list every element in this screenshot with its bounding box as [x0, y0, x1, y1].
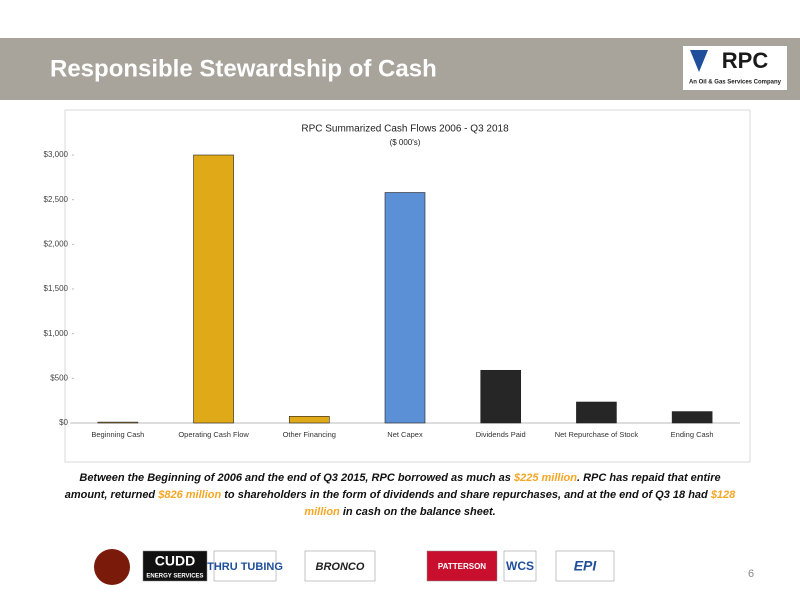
bar [576, 401, 617, 424]
bar [288, 415, 330, 424]
chart-frame [64, 109, 751, 463]
x-tick-label: Dividends Paid [476, 430, 526, 439]
logo-text: THRU TUBING [207, 561, 283, 573]
logo-text: ENERGY SERVICES [146, 574, 203, 580]
x-tick-label: Net Repurchase of Stock [555, 430, 639, 439]
y-tick-label: $500 [50, 373, 68, 382]
logo-box [555, 550, 615, 582]
x-tick-label: Other Financing [283, 430, 336, 439]
logo-text: EPI [574, 558, 598, 574]
bar [480, 369, 522, 424]
logo-box [304, 550, 376, 582]
logo-box [142, 550, 208, 582]
chart-title: RPC Summarized Cash Flows 2006 - Q3 2018 [301, 124, 509, 135]
logo-text: CUDD [155, 553, 195, 569]
logo-name: RPC [722, 48, 769, 73]
caption-text: . RPC has repaid that entire amount, ret… [64, 472, 721, 501]
logo-box [426, 550, 498, 582]
logo-text: WCS [506, 559, 534, 573]
bar [193, 154, 234, 424]
header-bar [0, 38, 800, 100]
y-tick-label: $1,500 [44, 284, 69, 293]
bar [384, 192, 426, 424]
y-tick-label: $2,000 [44, 239, 69, 248]
chart-subtitle: ($ 000's) [390, 138, 421, 147]
x-tick-label: Beginning Cash [91, 430, 144, 439]
x-tick-label: Ending Cash [671, 430, 714, 439]
x-tick-label: Net Capex [387, 430, 423, 439]
bar [97, 421, 139, 424]
logo-text: PATTERSON [438, 562, 486, 571]
caption-highlight: $128 million [304, 489, 736, 518]
logo-icon [690, 50, 708, 72]
caption-highlight: $225 million [513, 472, 577, 484]
y-tick-label: $0 [59, 418, 68, 427]
logo-text: BRONCO [316, 561, 365, 573]
caption: Between the Beginning of 2006 and the en… [60, 470, 740, 521]
x-tick-label: Operating Cash Flow [178, 430, 249, 439]
bar [671, 411, 713, 424]
y-tick-label: $1,000 [44, 329, 69, 338]
caption-text: to shareholders in the form of dividends… [221, 489, 711, 501]
logo-tagline: An Oil & Gas Services Company [689, 80, 782, 86]
logo-box [503, 550, 537, 582]
caption-text: in cash on the balance sheet. [339, 506, 496, 518]
caption-highlight: $826 million [158, 489, 222, 501]
logo-emblem [94, 549, 130, 585]
caption-text: Between the Beginning of 2006 and the en… [79, 472, 514, 484]
page-number: 6 [748, 568, 754, 580]
slide-title: Responsible Stewardship of Cash [50, 55, 437, 82]
y-tick-label: $2,500 [44, 195, 69, 204]
logo-box [213, 550, 277, 582]
y-tick-label: $3,000 [44, 150, 69, 159]
